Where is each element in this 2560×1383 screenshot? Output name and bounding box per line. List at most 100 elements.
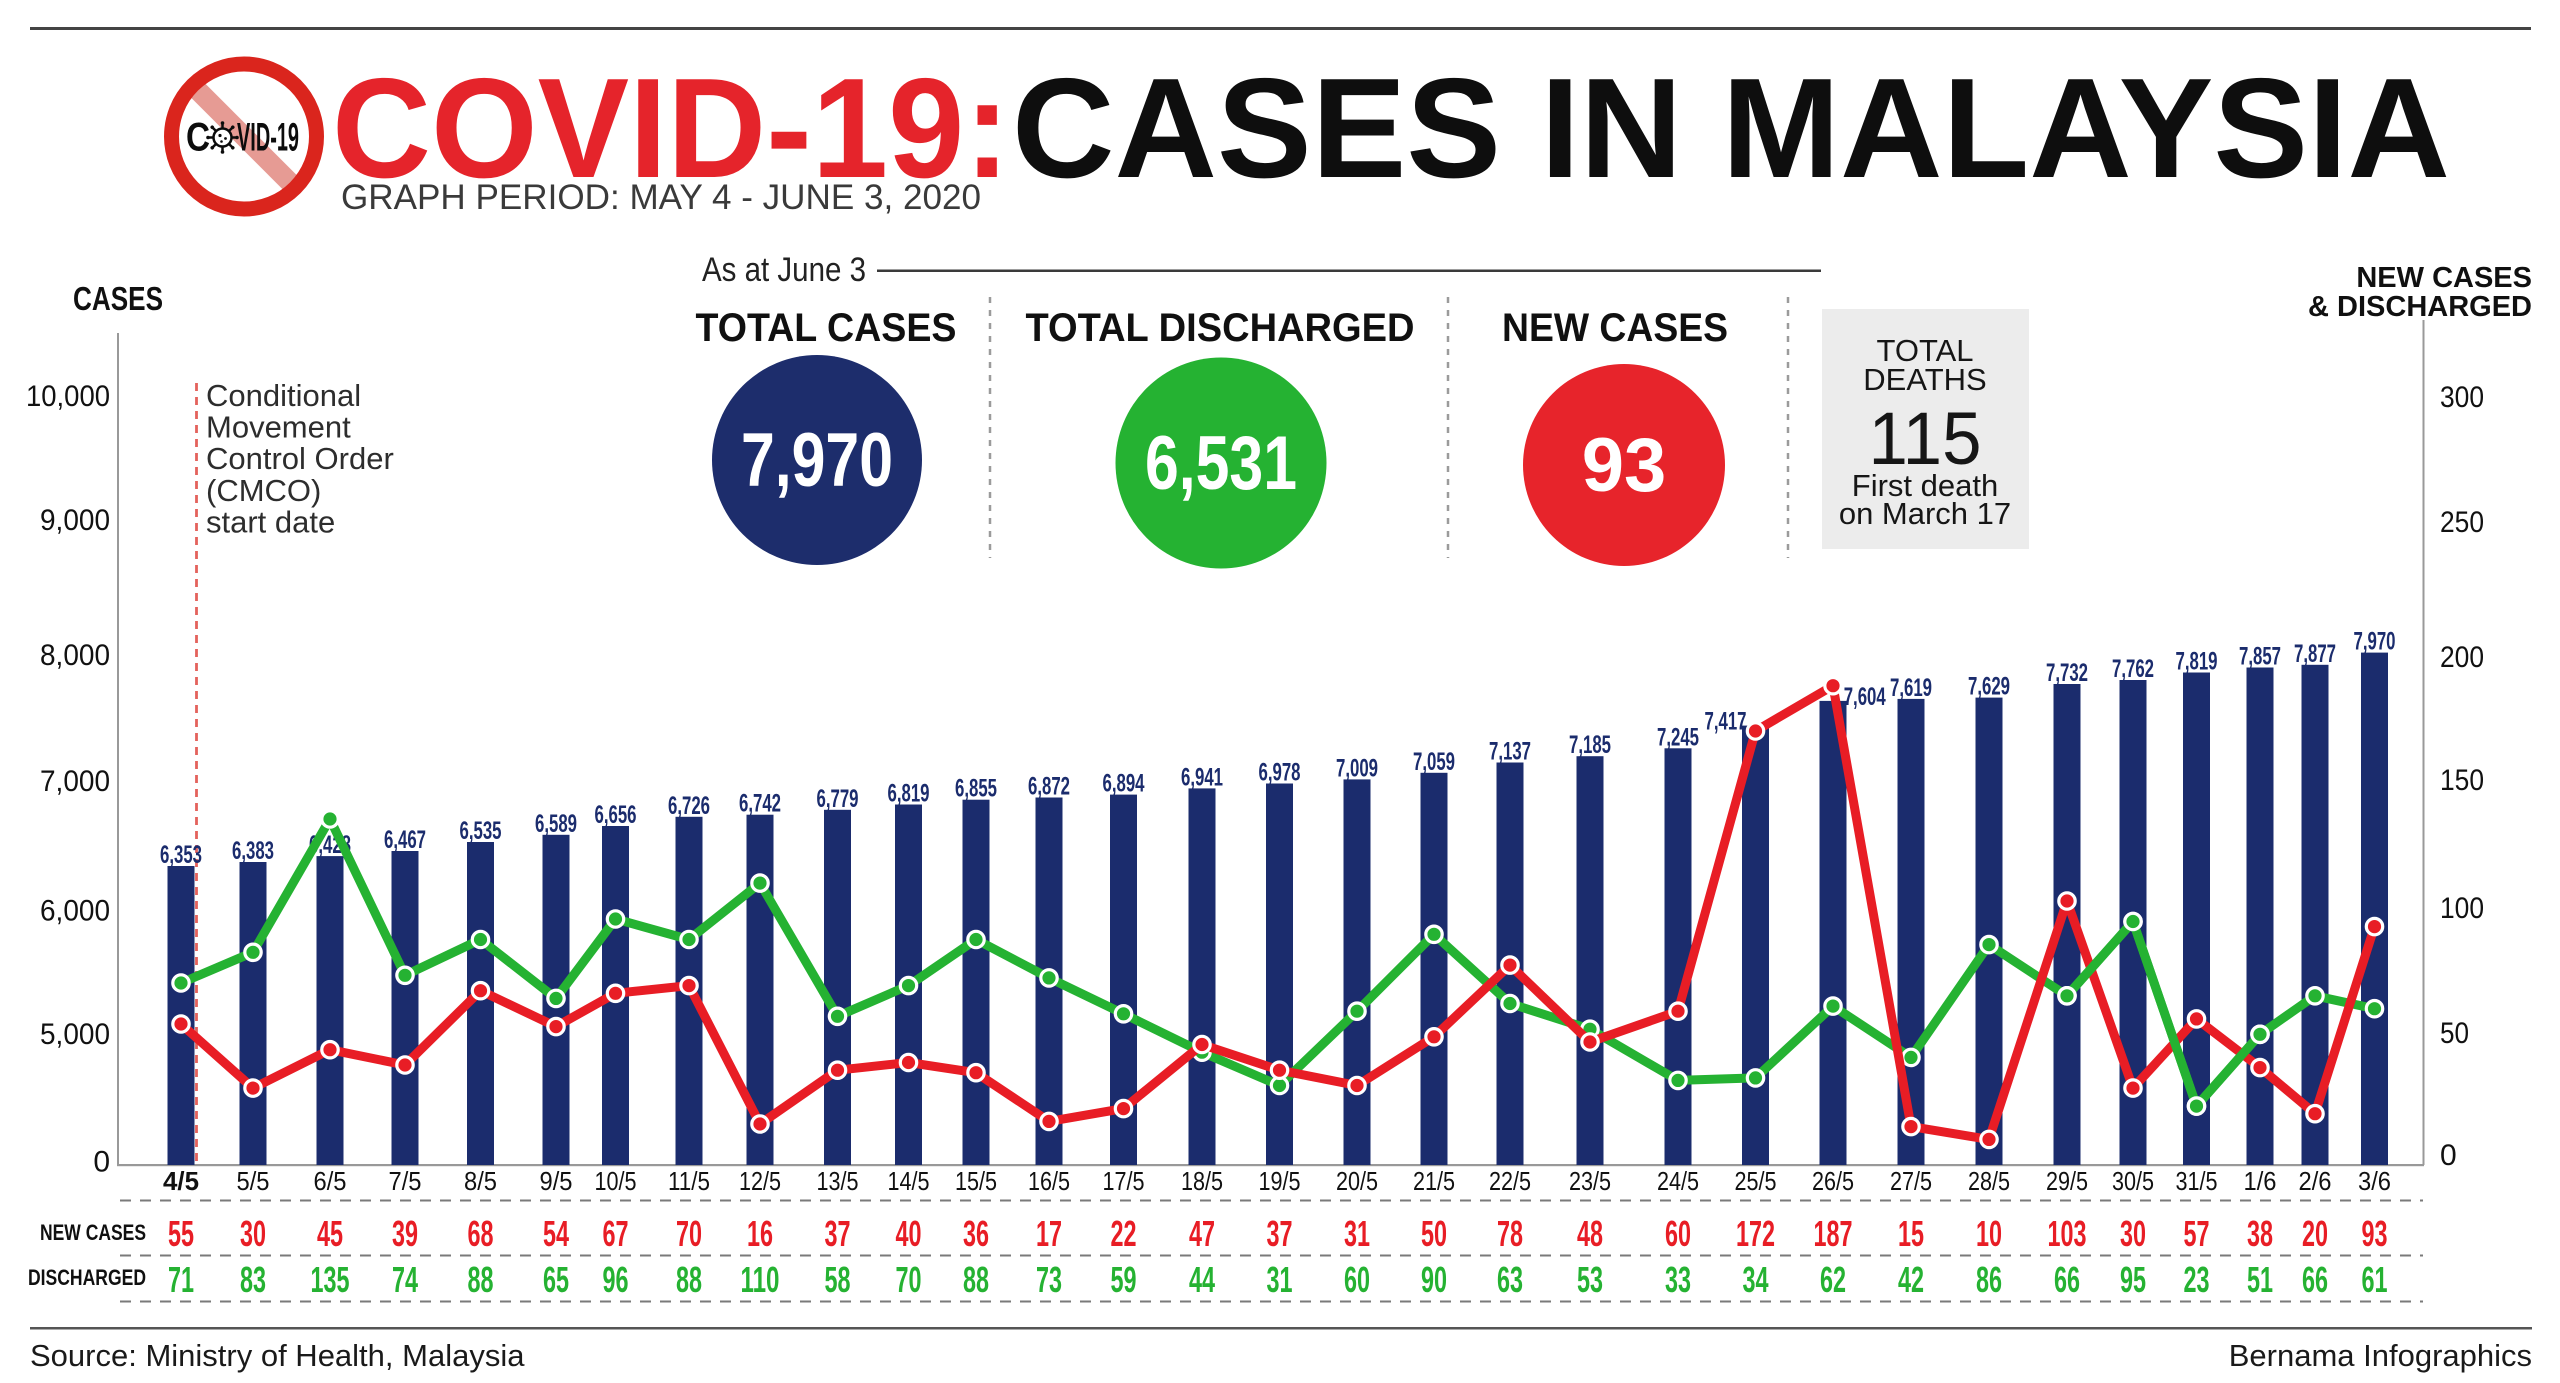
svg-text:14/5: 14/5 [888, 1166, 930, 1196]
svg-text:Control Order: Control Order [206, 441, 394, 476]
svg-text:90: 90 [1421, 1259, 1447, 1300]
svg-text:45: 45 [317, 1213, 343, 1254]
svg-text:28/5: 28/5 [1968, 1166, 2010, 1196]
svg-text:78: 78 [1497, 1213, 1523, 1254]
svg-text:33: 33 [1665, 1259, 1691, 1300]
svg-text:39: 39 [392, 1213, 418, 1254]
svg-text:300: 300 [2440, 381, 2484, 414]
svg-text:As at June 3: As at June 3 [702, 251, 866, 289]
svg-text:115: 115 [1869, 397, 1982, 480]
svg-text:172: 172 [1736, 1213, 1775, 1254]
svg-text:23: 23 [2184, 1259, 2210, 1300]
svg-text:50: 50 [1421, 1213, 1447, 1254]
svg-text:65: 65 [543, 1259, 569, 1300]
svg-text:6,535: 6,535 [460, 817, 502, 845]
svg-text:250: 250 [2440, 506, 2484, 539]
svg-text:60: 60 [1665, 1213, 1691, 1254]
svg-text:6,819: 6,819 [888, 780, 930, 808]
svg-text:6,978: 6,978 [1259, 759, 1301, 787]
svg-text:31/5: 31/5 [2176, 1166, 2218, 1196]
svg-text:15/5: 15/5 [955, 1166, 997, 1196]
svg-text:60: 60 [1344, 1259, 1370, 1300]
svg-text:7,819: 7,819 [2176, 648, 2218, 676]
svg-text:18/5: 18/5 [1181, 1166, 1223, 1196]
svg-text:55: 55 [168, 1213, 194, 1254]
svg-text:31: 31 [1267, 1259, 1293, 1300]
svg-text:24/5: 24/5 [1657, 1166, 1699, 1196]
svg-text:TOTAL DISCHARGED: TOTAL DISCHARGED [1026, 306, 1415, 350]
svg-text:96: 96 [603, 1259, 629, 1300]
svg-text:7,245: 7,245 [1657, 723, 1699, 751]
svg-text:6,531: 6,531 [1145, 421, 1297, 506]
svg-text:71: 71 [168, 1259, 194, 1300]
svg-text:200: 200 [2440, 641, 2484, 674]
svg-text:8,000: 8,000 [40, 639, 110, 672]
svg-text:6,779: 6,779 [817, 785, 859, 813]
svg-text:88: 88 [963, 1259, 989, 1300]
svg-text:68: 68 [468, 1213, 494, 1254]
svg-text:TOTAL CASES: TOTAL CASES [696, 306, 957, 350]
svg-text:38: 38 [2247, 1213, 2273, 1254]
svg-text:63: 63 [1497, 1259, 1523, 1300]
svg-text:73: 73 [1036, 1259, 1062, 1300]
svg-text:8/5: 8/5 [464, 1166, 497, 1196]
svg-text:47: 47 [1189, 1213, 1215, 1254]
svg-text:26/5: 26/5 [1812, 1166, 1854, 1196]
svg-text:150: 150 [2440, 764, 2484, 797]
svg-text:100: 100 [2440, 892, 2484, 925]
svg-text:3/6: 3/6 [2358, 1166, 2391, 1196]
svg-text:66: 66 [2302, 1259, 2328, 1300]
svg-text:59: 59 [1111, 1259, 1137, 1300]
svg-text:93: 93 [1582, 423, 1667, 508]
svg-text:70: 70 [676, 1213, 702, 1254]
svg-text:6,467: 6,467 [384, 826, 426, 854]
svg-text:7,970: 7,970 [741, 418, 893, 503]
svg-text:7,619: 7,619 [1890, 674, 1932, 702]
svg-text:20: 20 [2302, 1213, 2328, 1254]
svg-text:(CMCO): (CMCO) [206, 473, 321, 508]
svg-text:86: 86 [1976, 1259, 2002, 1300]
svg-text:First death: First death [1852, 468, 1998, 503]
svg-text:6,589: 6,589 [535, 810, 577, 838]
svg-text:DISCHARGED: DISCHARGED [28, 1265, 146, 1290]
svg-text:7,059: 7,059 [1413, 748, 1455, 776]
svg-text:6,872: 6,872 [1028, 773, 1070, 801]
svg-text:103: 103 [2048, 1213, 2087, 1254]
svg-text:CASES IN MALAYSIA: CASES IN MALAYSIA [1012, 49, 2450, 208]
svg-text:187: 187 [1814, 1213, 1853, 1254]
svg-text:88: 88 [676, 1259, 702, 1300]
svg-text:17/5: 17/5 [1103, 1166, 1145, 1196]
svg-text:COVID-19:: COVID-19: [332, 49, 1010, 208]
svg-text:34: 34 [1743, 1259, 1769, 1300]
svg-text:22: 22 [1111, 1213, 1137, 1254]
svg-text:10: 10 [1976, 1213, 2002, 1254]
svg-text:36: 36 [963, 1213, 989, 1254]
svg-text:48: 48 [1577, 1213, 1603, 1254]
svg-text:7,000: 7,000 [40, 765, 110, 798]
svg-text:66: 66 [2054, 1259, 2080, 1300]
svg-text:Bernama Infographics: Bernama Infographics [2229, 1338, 2532, 1373]
svg-text:58: 58 [825, 1259, 851, 1300]
svg-text:50: 50 [2440, 1017, 2469, 1050]
svg-text:6,855: 6,855 [955, 775, 997, 803]
svg-text:6,353: 6,353 [160, 841, 202, 869]
svg-text:4/5: 4/5 [163, 1166, 199, 1196]
svg-text:on March 17: on March 17 [1839, 496, 2011, 531]
svg-text:17: 17 [1036, 1213, 1062, 1254]
svg-text:7,732: 7,732 [2046, 659, 2088, 687]
svg-text:7,762: 7,762 [2112, 655, 2154, 683]
svg-text:25/5: 25/5 [1735, 1166, 1777, 1196]
svg-text:15: 15 [1898, 1213, 1924, 1254]
svg-text:95: 95 [2120, 1259, 2146, 1300]
svg-text:21/5: 21/5 [1413, 1166, 1455, 1196]
svg-text:7,417: 7,417 [1705, 708, 1747, 736]
svg-text:5/5: 5/5 [237, 1166, 270, 1196]
svg-text:30: 30 [2120, 1213, 2146, 1254]
svg-text:10,000: 10,000 [26, 380, 110, 413]
svg-text:22/5: 22/5 [1489, 1166, 1531, 1196]
svg-text:9,000: 9,000 [40, 504, 110, 537]
svg-text:GRAPH PERIOD: MAY 4 - JUNE 3,: GRAPH PERIOD: MAY 4 - JUNE 3, 2020 [341, 178, 981, 217]
svg-text:42: 42 [1898, 1259, 1924, 1300]
svg-text:12/5: 12/5 [739, 1166, 781, 1196]
svg-text:6,941: 6,941 [1181, 763, 1223, 791]
